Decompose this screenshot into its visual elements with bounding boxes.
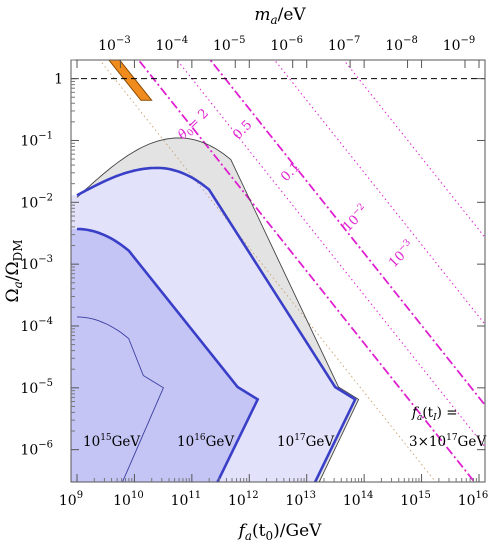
y-tick-label: 10−3 [20,254,53,273]
top-tick-label: 10−3 [98,35,131,54]
y-tick-label: 10−6 [20,440,53,459]
theta-label: 0.5 [230,118,255,143]
theta-label: 10−2 [339,202,372,235]
theta-label: θ0= 2 [175,106,213,144]
region-label-fa-tI-1e15: 1015GeV [83,433,140,450]
theta-label: 0.1 [278,160,303,185]
theta-line-2 [209,60,485,407]
region-outline-fa-tI-1e16 [76,227,260,482]
theta-line-0 [137,60,476,482]
theta-label: 10−3 [385,238,418,271]
y-tick-label: 10−4 [20,316,53,335]
x-tick-label: 1012 [228,490,259,509]
x-tick-label: 1016 [458,490,489,509]
region-fill-fa-tI-1e16 [71,229,258,482]
x-tick-label: 1010 [113,490,144,509]
plot-frame [70,59,486,483]
top-tick-label: 10−4 [156,35,189,54]
region-outline-fa-tI-1e15 [76,316,164,482]
region-label-3e17: 3×1017GeV [409,433,486,450]
x-tick-label: 1015 [400,490,431,509]
excluded-band [108,60,153,101]
y-tick-label: 10−5 [20,378,53,397]
top-tick-label: 10−6 [270,35,303,54]
x-axis-label: fa(t0)/GeV [237,521,323,543]
top-tick-label: 10−7 [328,35,361,54]
y-axis-label: Ωa/ΩDM [3,239,25,302]
region-label-fa-tI: fa(tI) = [411,405,458,423]
region-label-fa-tI-1e17: 1017GeV [277,433,334,450]
x-tick-label: 1011 [171,490,202,509]
x-tick-label: 109 [59,490,83,509]
y-tick-label: 10−1 [20,130,53,149]
x-tick-label: 1013 [285,490,316,509]
y-tick-label: 1 [54,72,63,88]
top-tick-label: 10−8 [385,35,418,54]
region-label-fa-tI-1e16: 1016GeV [177,433,234,450]
top-tick-label: 10−5 [213,35,246,54]
x-tick-label: 1014 [343,490,374,509]
top-tick-label: 10−9 [443,35,476,54]
region-outline-fa-tI-1e17 [76,166,357,482]
region-outline-fa-tI-3e17 [76,137,360,482]
top-axis-label: ma/eV [254,5,306,27]
y-tick-label: 10−2 [20,192,53,211]
